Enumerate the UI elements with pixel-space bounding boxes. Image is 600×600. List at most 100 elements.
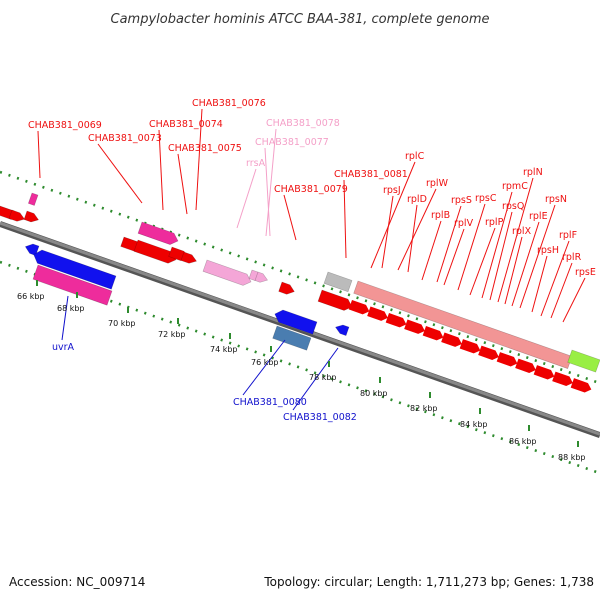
ribosomal-cds-arrow — [348, 300, 370, 315]
feature-label: rplR — [562, 252, 582, 263]
scale-tick-label: 72 kbp — [158, 330, 186, 339]
scale-ticks: 66 kbp 68 kbp 70 kbp 72 kbp 74 kbp 76 kbp 78 k… — [17, 280, 586, 462]
feature-labels: CHAB381_0069 CHAB381_0073 CHAB381_0074 CHAB… — [28, 98, 596, 423]
blue-feature-block — [274, 309, 318, 335]
ribosomal-cds-arrow — [515, 358, 536, 373]
grey-feature-block — [323, 271, 353, 293]
feature-label: CHAB381_0080 — [233, 397, 307, 408]
feature-label: CHAB381_0077 — [255, 137, 329, 148]
label-leader-line — [540, 240, 570, 317]
feature-label: CHAB381_0078 — [266, 118, 340, 129]
operon-block — [353, 280, 573, 369]
feature-track — [0, 192, 600, 393]
feature-label: CHAB381_0075 — [168, 143, 242, 154]
cds-block — [180, 251, 197, 264]
ribosomal-cds-arrow — [459, 339, 481, 354]
feature-label: rpsN — [545, 194, 567, 205]
label-leader-line — [511, 221, 540, 307]
label-leader-line — [504, 236, 523, 305]
label-leader-line — [265, 128, 277, 237]
blue-feature-block — [335, 324, 350, 336]
rrna-block — [202, 259, 252, 286]
label-leader-line — [407, 204, 418, 273]
feature-label: rplP — [485, 217, 504, 228]
feature-label: rplC — [405, 151, 425, 162]
label-leader-line — [531, 255, 548, 313]
ribosomal-cds-arrow — [385, 313, 407, 328]
feature-label: rpsH — [537, 245, 559, 256]
scale-tick-label: 78 kbp — [309, 373, 337, 382]
feature-label: rplN — [523, 167, 543, 178]
feature-label: rplD — [407, 194, 427, 205]
feature-label: rplE — [529, 211, 548, 222]
label-leader-line — [177, 153, 188, 215]
feature-label: rpsE — [575, 267, 596, 278]
scale-tick-label: 66 kbp — [17, 292, 45, 301]
label-leader-line — [381, 195, 394, 269]
label-leader-line — [489, 211, 513, 301]
cds-block — [27, 192, 39, 206]
label-leader-line — [236, 168, 257, 229]
feature-label: CHAB381_0082 — [283, 412, 357, 423]
label-leader-line — [283, 194, 297, 241]
cds-block — [8, 209, 25, 222]
ribosomal-cds-arrow — [496, 352, 518, 367]
label-leader-line — [421, 220, 442, 281]
label-leader-line — [242, 339, 286, 396]
blue-feature-block — [24, 243, 40, 256]
blue-feature-block — [272, 325, 312, 351]
label-leaders — [37, 108, 586, 411]
blue-feature-block — [33, 249, 117, 290]
label-leader-line — [397, 188, 437, 271]
feature-label: rplB — [431, 210, 450, 221]
label-leader-line — [97, 143, 143, 204]
feature-label: CHAB381_0076 — [192, 98, 266, 109]
cds-block — [23, 210, 39, 223]
scale-tick-label: 70 kbp — [108, 319, 136, 328]
label-leader-line — [37, 130, 41, 179]
label-leader-line — [370, 161, 416, 269]
ribosomal-cds-arrow — [367, 306, 388, 321]
label-leader-line — [264, 147, 271, 237]
scale-tick-label: 68 kbp — [57, 304, 85, 313]
map-title: Campylobacter hominis ATCC BAA-381, comp… — [111, 12, 490, 27]
ribosomal-cds-arrow — [422, 326, 444, 341]
scale-tick-label: 84 kbp — [460, 420, 488, 429]
label-leader-line — [497, 177, 534, 303]
feature-label: CHAB381_0074 — [149, 119, 223, 130]
label-leader-line — [292, 347, 339, 411]
label-leader-line — [443, 228, 465, 286]
feature-label: CHAB381_0081 — [334, 169, 408, 180]
cds-block — [133, 239, 177, 264]
feature-label: CHAB381_0079 — [274, 184, 348, 195]
feature-label: rplW — [426, 178, 449, 189]
scale-tick-label: 74 kbp — [210, 345, 238, 354]
feature-label: rrsA — [246, 158, 266, 169]
feature-label: CHAB381_0069 — [28, 120, 102, 131]
label-leader-line — [158, 129, 164, 211]
rrna-block — [254, 271, 268, 283]
feature-label: uvrA — [52, 342, 75, 353]
scale-tick-label: 76 kbp — [251, 358, 279, 367]
label-leader-line — [436, 205, 462, 283]
scale-tick-label: 86 kbp — [509, 437, 537, 446]
label-leader-line — [519, 204, 556, 309]
label-leader-line — [469, 227, 496, 296]
feature-label: rpsS — [451, 195, 472, 206]
cds-block — [317, 289, 353, 311]
feature-label: rpsQ — [502, 201, 524, 212]
label-leader-line — [481, 191, 513, 299]
feature-label: CHAB381_0073 — [88, 133, 162, 144]
feature-label: rpsC — [475, 193, 497, 204]
label-leader-line — [343, 179, 347, 259]
ribosomal-cds-arrow — [533, 365, 555, 380]
green-feature-block — [567, 349, 600, 373]
scale-tick-label: 80 kbp — [360, 389, 388, 398]
feature-label: rplF — [559, 230, 577, 241]
feature-label: rplV — [454, 218, 474, 229]
ribosomal-cds-arrow — [441, 332, 462, 347]
ribosomal-cds-arrow — [478, 345, 499, 360]
topology-summary: Topology: circular; Length: 1,711,273 bp… — [263, 575, 594, 589]
ribosomal-cds-arrow — [570, 378, 592, 393]
